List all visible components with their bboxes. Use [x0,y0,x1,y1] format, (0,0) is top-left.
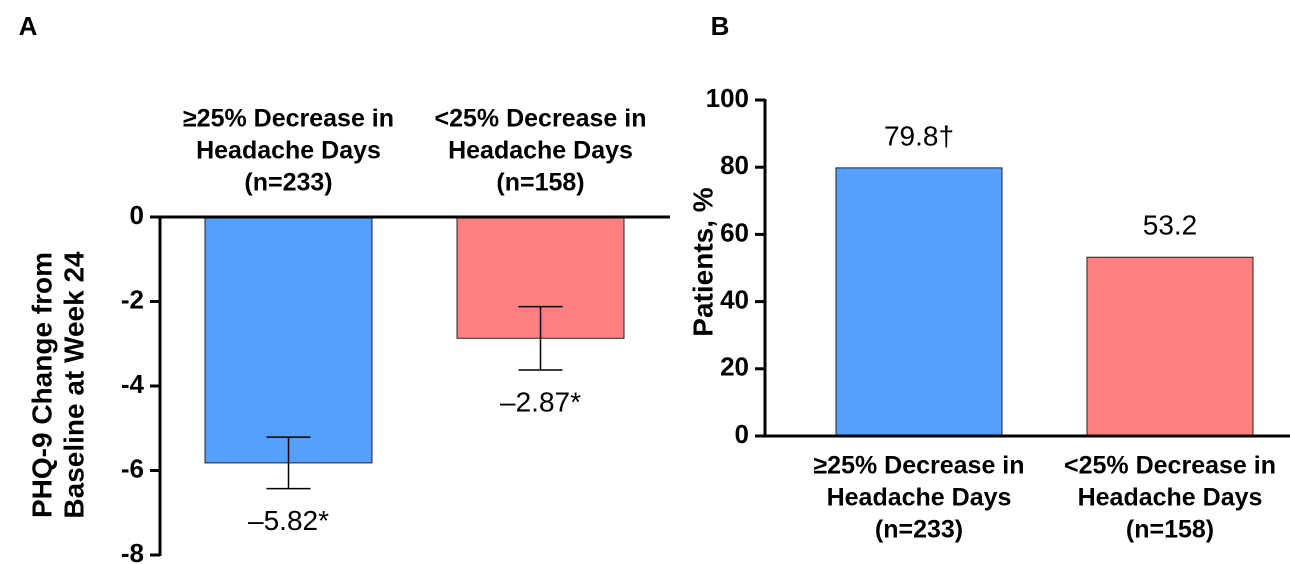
x-tick-label: Headache Days [196,137,381,165]
y-tick-label: 40 [720,284,749,314]
x-tick-label: <25% Decrease in [435,105,647,133]
y-tick-label: 60 [720,217,749,247]
error-bar [266,436,311,490]
y-tick-label: 80 [720,150,749,180]
bar [835,167,1003,437]
x-tick-label: (n=158) [496,169,584,197]
y-tick-label: -2 [121,284,144,314]
y-axis-label: PHQ-9 Change from [26,252,57,518]
y-axis-label: Baseline at Week 24 [58,251,89,519]
panel-label: A [19,11,38,41]
y-tick-label: 0 [130,200,144,230]
value-label: 79.8† [884,120,954,151]
y-tick-label: -6 [121,453,144,483]
x-tick-label: ≥25% Decrease in [183,105,394,133]
x-tick-label: (n=233) [244,169,332,197]
x-tick-label: ≥25% Decrease in [813,452,1024,480]
y-tick-label: 20 [720,352,749,382]
bar [204,216,373,464]
y-tick-label: -4 [121,369,145,399]
x-tick-label: Headache Days [1078,484,1263,512]
value-label: –2.87* [500,386,581,417]
panel-label: B [711,11,730,41]
value-label: –5.82* [248,505,329,536]
x-tick-label: (n=233) [875,516,963,544]
y-tick-label: -8 [121,538,144,564]
y-tick-label: 100 [706,83,749,113]
y-axis-label: Patients, % [687,187,718,336]
bar [1086,256,1254,437]
value-label: 53.2 [1143,210,1198,241]
x-tick-label: Headache Days [448,137,633,165]
x-tick-label: Headache Days [827,484,1012,512]
x-tick-label: <25% Decrease in [1064,452,1276,480]
x-tick-label: (n=158) [1126,516,1214,544]
error-bar [518,305,563,371]
y-tick-label: 0 [735,419,749,449]
